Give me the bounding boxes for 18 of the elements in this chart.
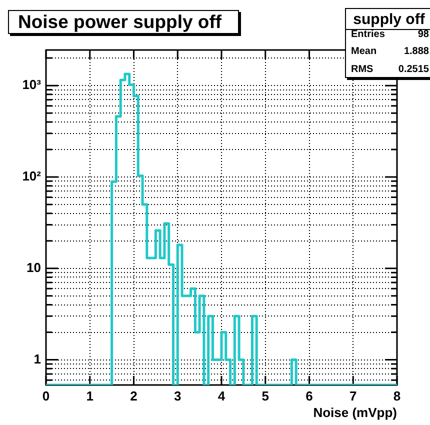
x-tick-label: 5 — [262, 388, 269, 404]
y-tick-label: 1 — [34, 351, 41, 366]
y-tick-label: 10 — [26, 260, 41, 275]
x-tick-label: 3 — [174, 388, 182, 404]
stats-box: supply off Entries 98 Mean 1.888 RMS 0.2515 — [345, 8, 430, 78]
x-tick-label: 2 — [130, 388, 138, 404]
x-tick-label: 4 — [218, 388, 226, 404]
y-tick-label: 10³ — [22, 77, 42, 92]
annotation: RMS — [351, 62, 374, 76]
title-box: Noise power supply off — [8, 10, 239, 34]
annotation: Mean — [351, 45, 377, 59]
y-tick-label: 10² — [22, 168, 42, 184]
x-tick-label: 7 — [350, 388, 357, 404]
x-tick-label: 1 — [86, 388, 94, 404]
x-tick-label: 0 — [42, 388, 50, 404]
x-tick-label: 8 — [393, 388, 401, 404]
x-axis-title: Noise (mVpp) — [313, 404, 397, 420]
x-tick-label: 6 — [306, 388, 313, 404]
